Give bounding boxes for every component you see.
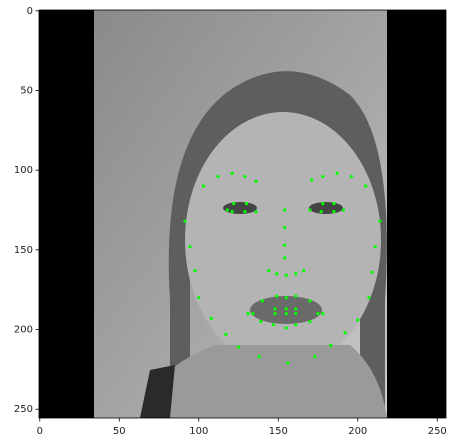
chart: 0 50 100 150 200 250 0 50 100 150 200 250 bbox=[0, 0, 449, 438]
landmark-point bbox=[350, 175, 353, 178]
landmark-point bbox=[313, 355, 316, 358]
landmark-point bbox=[267, 269, 270, 272]
landmark-point bbox=[283, 226, 286, 229]
landmark-point bbox=[286, 361, 289, 364]
landmark-point bbox=[251, 312, 254, 315]
landmark-point bbox=[321, 175, 324, 178]
landmark-point bbox=[258, 355, 261, 358]
landmark-point bbox=[210, 317, 213, 320]
landmark-point bbox=[308, 320, 311, 323]
landmark-point bbox=[216, 175, 219, 178]
x-tick-label: 0 bbox=[37, 426, 43, 437]
landmark-point bbox=[364, 185, 367, 188]
landmark-point bbox=[275, 272, 278, 275]
x-tick-label: 200 bbox=[348, 426, 367, 437]
landmark-point bbox=[188, 245, 191, 248]
landmark-point bbox=[294, 307, 297, 310]
landmark-point bbox=[243, 210, 246, 213]
landmark-point bbox=[342, 208, 345, 211]
image bbox=[39, 10, 446, 418]
landmark-point bbox=[285, 312, 288, 315]
x-tick-label: 250 bbox=[428, 426, 447, 437]
landmark-point bbox=[302, 269, 305, 272]
landmark-point bbox=[254, 210, 257, 213]
x-tick-label: 50 bbox=[113, 426, 126, 437]
landmark-point bbox=[202, 185, 205, 188]
landmark-point bbox=[294, 312, 297, 315]
landmark-point bbox=[275, 294, 278, 297]
landmark-point bbox=[332, 210, 335, 213]
landmark-point bbox=[321, 312, 324, 315]
right-eye bbox=[309, 202, 343, 214]
landmark-point bbox=[343, 331, 346, 334]
landmark-point bbox=[308, 299, 311, 302]
landmark-point bbox=[320, 210, 323, 213]
landmark-point bbox=[283, 256, 286, 259]
landmark-point bbox=[310, 178, 313, 181]
landmark-point bbox=[243, 175, 246, 178]
y-tick-label: 50 bbox=[20, 85, 33, 96]
landmark-point bbox=[367, 296, 370, 299]
landmark-point bbox=[197, 296, 200, 299]
landmark-point bbox=[283, 208, 286, 211]
landmark-point bbox=[193, 269, 196, 272]
y-tick-label: 0 bbox=[27, 6, 33, 17]
landmark-point bbox=[259, 320, 262, 323]
y-tick-label: 100 bbox=[14, 165, 33, 176]
y-tick-label: 250 bbox=[14, 404, 33, 415]
landmark-point bbox=[285, 326, 288, 329]
landmark-point bbox=[183, 220, 186, 223]
landmark-point bbox=[261, 299, 264, 302]
landmark-point bbox=[285, 296, 288, 299]
landmark-point bbox=[294, 272, 297, 275]
x-tick-label: 150 bbox=[269, 426, 288, 437]
landmark-point bbox=[294, 294, 297, 297]
landmark-point bbox=[374, 245, 377, 248]
y-tick-label: 200 bbox=[14, 325, 33, 336]
left-eye bbox=[223, 202, 257, 214]
landmark-point bbox=[237, 345, 240, 348]
landmark-point bbox=[316, 312, 319, 315]
x-tick-label: 100 bbox=[189, 426, 208, 437]
landmark-point bbox=[335, 172, 338, 175]
landmark-point bbox=[294, 323, 297, 326]
landmark-point bbox=[356, 318, 359, 321]
landmark-point bbox=[231, 172, 234, 175]
landmark-point bbox=[246, 312, 249, 315]
landmark-point bbox=[245, 202, 248, 205]
landmark-point bbox=[226, 208, 229, 211]
landmark-point bbox=[285, 307, 288, 310]
landmark-point bbox=[273, 312, 276, 315]
landmark-point bbox=[285, 274, 288, 277]
landmark-point bbox=[272, 323, 275, 326]
landmark-point bbox=[329, 344, 332, 347]
landmark-point bbox=[231, 210, 234, 213]
page: {"chart_data": { "type": "scatter", "x":… bbox=[0, 0, 449, 438]
landmark-point bbox=[332, 202, 335, 205]
landmark-point bbox=[254, 180, 257, 183]
landmark-point bbox=[232, 202, 235, 205]
landmark-point bbox=[370, 271, 373, 274]
landmark-point bbox=[273, 307, 276, 310]
face bbox=[185, 112, 381, 368]
y-tick-label: 150 bbox=[14, 245, 33, 256]
landmark-point bbox=[378, 220, 381, 223]
landmark-point bbox=[321, 202, 324, 205]
landmark-point bbox=[308, 208, 311, 211]
landmark-point bbox=[224, 333, 227, 336]
landmark-point bbox=[283, 243, 286, 246]
